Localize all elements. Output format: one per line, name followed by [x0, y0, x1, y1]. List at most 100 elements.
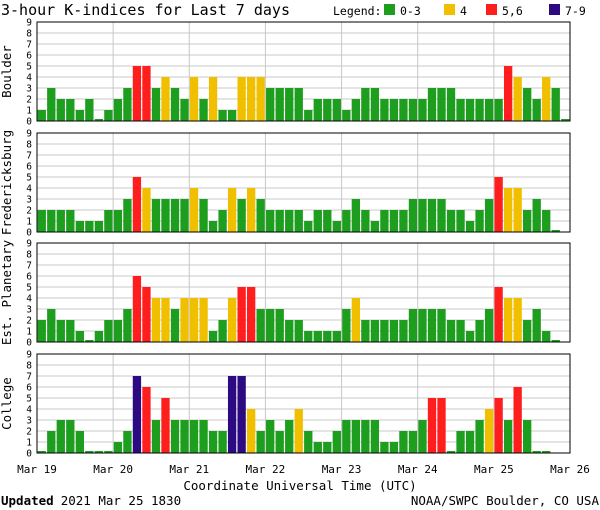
k-index-bar [208, 331, 218, 342]
k-index-bar [408, 431, 418, 453]
k-index-bar [503, 420, 513, 453]
k-index-bar [256, 431, 265, 453]
k-index-bar [218, 320, 227, 342]
k-index-bar [408, 309, 418, 342]
k-index-bar [142, 387, 151, 453]
k-index-bar [266, 309, 275, 342]
k-index-bar [437, 398, 446, 453]
x-tick-label: Mar 26 [550, 463, 590, 476]
legend-entry-label: 0-3 [400, 4, 421, 18]
source-text: NOAA/SWPC Boulder, CO USA [411, 493, 600, 508]
k-index-bar [208, 77, 218, 121]
k-index-bar [104, 451, 113, 453]
k-index-bar [85, 99, 94, 121]
k-index-bar [342, 309, 351, 342]
k-index-bar [56, 420, 65, 453]
k-index-bar [170, 88, 180, 121]
k-index-bar [47, 210, 56, 232]
k-index-bar [503, 188, 513, 232]
k-index-bar [342, 110, 351, 121]
k-index-bar [189, 420, 199, 453]
k-index-bar [361, 88, 370, 121]
k-index-bar [199, 99, 208, 121]
x-tick-label: Mar 19 [17, 463, 57, 476]
k-index-bar [389, 442, 399, 453]
k-index-bar [85, 221, 94, 232]
y-tick-label: 0 [26, 117, 32, 128]
y-tick-label: 1 [26, 327, 32, 338]
k-index-bar [123, 199, 132, 232]
k-index-bar [418, 199, 427, 232]
k-index-bar [437, 88, 446, 121]
y-tick-label: 9 [26, 129, 32, 140]
k-index-bar [294, 88, 303, 121]
k-index-bar [418, 99, 427, 121]
k-index-bar [323, 331, 332, 342]
y-tick-label: 3 [26, 416, 32, 427]
k-index-bar [427, 398, 437, 453]
k-index-bar [542, 77, 551, 121]
y-tick-label: 2 [26, 427, 32, 438]
k-index-bar [189, 298, 199, 342]
k-index-bar [380, 210, 389, 232]
k-index-bar [427, 309, 437, 342]
legend-label: Legend: [333, 4, 381, 18]
k-index-bar [75, 331, 84, 342]
k-index-bar [266, 210, 275, 232]
k-index-bar [513, 77, 522, 121]
y-tick-label: 7 [26, 261, 32, 272]
k-index-bar [218, 210, 227, 232]
y-tick-label: 7 [26, 372, 32, 383]
legend-swatch [486, 4, 497, 15]
k-index-bar [151, 199, 161, 232]
x-axis: Mar 19 Mar 20 Mar 21 Mar 22 Mar 23 Mar 24 Mar … [17, 463, 590, 476]
k-index-bar [361, 420, 370, 453]
k-index-bar [532, 451, 541, 453]
k-index-bar [323, 99, 332, 121]
k-index-bar [465, 99, 475, 121]
k-index-bar [484, 309, 494, 342]
k-index-bar [542, 210, 551, 232]
k-index-bar [142, 188, 151, 232]
k-index-bar [256, 309, 265, 342]
k-index-bar [323, 442, 332, 453]
y-tick-label: 6 [26, 272, 32, 283]
y-tick-label: 1 [26, 438, 32, 449]
k-index-bar [484, 99, 494, 121]
k-index-bar [437, 309, 446, 342]
y-tick-label: 2 [26, 206, 32, 217]
k-index-bar [513, 188, 522, 232]
k-index-bar [246, 188, 256, 232]
k-index-bar [94, 331, 104, 342]
panel-frame [36, 21, 571, 122]
k-index-bar [399, 210, 408, 232]
y-tick-label: 4 [26, 184, 32, 195]
k-index-bar [37, 320, 46, 342]
k-index-bar [275, 88, 284, 121]
k-index-bar [389, 99, 399, 121]
x-tick-label: Mar 23 [322, 463, 362, 476]
x-tick-label: Mar 25 [474, 463, 514, 476]
k-index-bar [227, 376, 237, 453]
k-index-bar [104, 110, 113, 121]
k-index-bar [446, 320, 456, 342]
k-index-bar [256, 77, 265, 121]
k-index-bar [151, 88, 161, 121]
k-index-bar [170, 199, 180, 232]
panel-name: Est. Planetary [0, 239, 14, 345]
k-index-bar [47, 309, 56, 342]
k-index-bar [227, 298, 237, 342]
legend-swatch [384, 4, 395, 15]
k-index-bar [446, 88, 456, 121]
k-index-bar [75, 110, 84, 121]
k-index-bar [427, 88, 437, 121]
updated-value: 2021 Mar 25 1830 [61, 493, 181, 508]
k-index-bar [161, 398, 170, 453]
k-index-bar [332, 331, 341, 342]
k-index-bar [494, 99, 503, 121]
k-index-bar [246, 287, 256, 342]
k-index-bar [380, 442, 389, 453]
k-index-bar [237, 287, 246, 342]
